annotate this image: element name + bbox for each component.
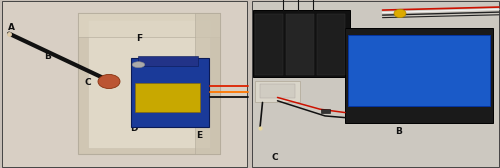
Bar [78,13,220,154]
Text: D: D [130,124,138,133]
Bar [131,58,208,127]
Ellipse shape [132,62,145,68]
Ellipse shape [98,74,120,89]
Text: A: A [8,23,14,32]
Text: F: F [136,34,142,43]
Bar [260,84,295,98]
Bar [321,109,330,113]
Bar [195,13,220,154]
Bar [78,13,220,37]
Bar [286,14,314,75]
Text: E: E [196,131,202,140]
Bar [255,14,282,75]
Bar [255,81,300,102]
Bar [348,35,490,106]
Bar [345,28,492,123]
Text: C: C [84,78,91,87]
Bar [2,1,246,167]
Bar [252,1,498,167]
Bar [252,10,350,77]
Text: B: B [396,127,402,136]
Text: C: C [272,153,278,162]
Bar [135,83,200,112]
Bar [88,20,210,148]
Ellipse shape [394,9,406,18]
Bar [138,56,198,66]
Text: B: B [44,52,51,61]
Bar [317,14,344,75]
Text: A: A [260,53,267,62]
